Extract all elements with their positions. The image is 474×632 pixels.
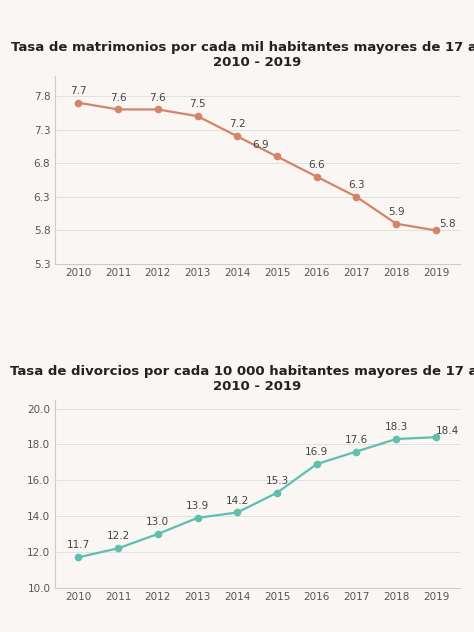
Text: 14.2: 14.2 bbox=[226, 495, 249, 506]
Text: 16.9: 16.9 bbox=[305, 447, 328, 457]
Text: 7.6: 7.6 bbox=[149, 92, 166, 102]
Text: 5.8: 5.8 bbox=[439, 219, 456, 229]
Title: Tasa de matrimonios por cada mil habitantes mayores de 17 años
2010 - 2019: Tasa de matrimonios por cada mil habitan… bbox=[11, 41, 474, 69]
Text: 6.9: 6.9 bbox=[252, 140, 269, 150]
Text: 6.6: 6.6 bbox=[309, 160, 325, 170]
Text: 7.7: 7.7 bbox=[70, 86, 87, 96]
Text: 7.2: 7.2 bbox=[229, 119, 246, 130]
Text: 15.3: 15.3 bbox=[265, 476, 289, 486]
Text: 13.9: 13.9 bbox=[186, 501, 209, 511]
Text: 5.9: 5.9 bbox=[388, 207, 404, 217]
Text: 11.7: 11.7 bbox=[67, 540, 90, 550]
Text: 7.6: 7.6 bbox=[110, 92, 127, 102]
Text: 6.3: 6.3 bbox=[348, 180, 365, 190]
Text: 18.3: 18.3 bbox=[384, 422, 408, 432]
Text: 7.5: 7.5 bbox=[189, 99, 206, 109]
Text: 18.4: 18.4 bbox=[436, 426, 459, 436]
Text: 13.0: 13.0 bbox=[146, 517, 169, 527]
Title: Tasa de divorcios por cada 10 000 habitantes mayores de 17 años
2010 - 2019: Tasa de divorcios por cada 10 000 habita… bbox=[10, 365, 474, 393]
Text: 12.2: 12.2 bbox=[107, 532, 130, 542]
Text: 17.6: 17.6 bbox=[345, 435, 368, 444]
